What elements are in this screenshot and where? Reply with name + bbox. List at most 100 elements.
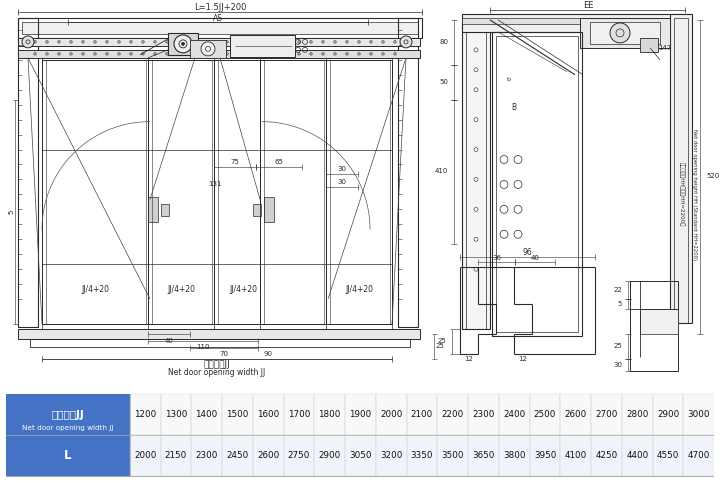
Bar [6,394,130,435]
Bar [315,394,345,435]
Bar [376,435,407,477]
Bar [653,435,683,477]
Bar [466,20,486,329]
Text: 1500: 1500 [226,410,248,419]
Text: 147: 147 [658,45,672,51]
Bar [345,435,376,477]
Bar [315,435,345,477]
Text: 3000: 3000 [688,410,710,419]
Text: 4700: 4700 [688,451,710,460]
Text: 131: 131 [208,182,222,187]
Bar [230,35,295,57]
Text: 1300: 1300 [165,410,187,419]
Bar [161,435,192,477]
Text: 30: 30 [613,362,622,368]
Text: 2300: 2300 [195,451,218,460]
Text: 30: 30 [338,180,346,185]
Text: 410: 410 [435,169,448,174]
Text: 净开门宽JJ: 净开门宽JJ [204,360,230,369]
Bar [560,394,591,435]
Bar [674,18,688,323]
Bar [6,435,130,477]
Text: 2750: 2750 [288,451,310,460]
Text: 36: 36 [492,255,502,261]
Text: 25: 25 [613,343,622,349]
Bar [192,435,222,477]
Bar [253,435,284,477]
Text: 65: 65 [274,158,284,165]
Bar [580,18,670,48]
Text: 3350: 3350 [410,451,433,460]
Bar [18,50,420,58]
Bar [264,198,274,222]
Text: 5: 5 [618,301,622,307]
Text: B: B [511,103,516,112]
Bar [590,22,660,44]
Bar [437,435,468,477]
Bar [468,394,499,435]
Bar [407,435,437,477]
Text: AS: AS [213,14,223,24]
Text: 3050: 3050 [349,451,372,460]
Bar [22,22,418,34]
Bar [253,204,261,216]
Bar [407,394,437,435]
Text: 1700: 1700 [288,410,310,419]
Bar [462,14,682,32]
Text: 90: 90 [264,351,272,357]
Text: 75: 75 [230,158,240,165]
Text: 2300: 2300 [472,410,495,419]
Text: 1900: 1900 [349,410,372,419]
Text: Net door opening width JJ: Net door opening width JJ [168,369,266,377]
Bar [683,435,714,477]
Bar [496,36,578,332]
Text: 3200: 3200 [380,451,402,460]
Text: 2100: 2100 [411,410,433,419]
Bar [130,435,161,477]
Bar [190,40,226,58]
Bar [148,60,214,324]
Bar [683,394,714,435]
Text: 净开门宽JJ: 净开门宽JJ [51,410,84,420]
Text: 4550: 4550 [657,451,679,460]
Text: JJ/4+20: JJ/4+20 [81,284,109,294]
Text: 2600: 2600 [564,410,587,419]
Bar [468,435,499,477]
Text: 30: 30 [338,167,346,172]
Text: Net door opening width JJ: Net door opening width JJ [22,425,114,431]
Bar [326,60,392,324]
Text: 净开门高度HH（标准HH=2200）: 净开门高度HH（标准HH=2200） [679,162,685,227]
Text: 1800: 1800 [318,410,341,419]
Bar [284,435,315,477]
Bar [640,309,678,334]
Circle shape [22,36,34,48]
Bar [376,394,407,435]
Bar [345,394,376,435]
Text: 50: 50 [439,79,448,85]
Text: 80: 80 [439,39,448,45]
Text: 40: 40 [165,338,174,344]
Bar [492,32,582,336]
Text: L: L [64,449,71,462]
Text: b: b [506,77,510,82]
Text: 25: 25 [437,338,446,344]
Text: 12: 12 [464,356,474,362]
Text: L=1.5JJ+200: L=1.5JJ+200 [194,3,246,13]
Bar [530,435,560,477]
Bar [670,14,692,323]
Bar [130,394,161,435]
Text: 70: 70 [220,351,228,357]
Text: 4250: 4250 [595,451,618,460]
Text: 25: 25 [436,343,444,349]
Bar [214,60,260,324]
Bar [222,394,253,435]
Text: 12: 12 [518,356,528,362]
Text: 2600: 2600 [257,451,279,460]
Text: 2900: 2900 [657,410,679,419]
Text: 110: 110 [197,344,210,350]
Text: 2700: 2700 [595,410,618,419]
Bar [640,38,658,52]
Text: EE: EE [582,1,593,11]
Text: 2800: 2800 [626,410,649,419]
Text: 520: 520 [706,173,719,180]
